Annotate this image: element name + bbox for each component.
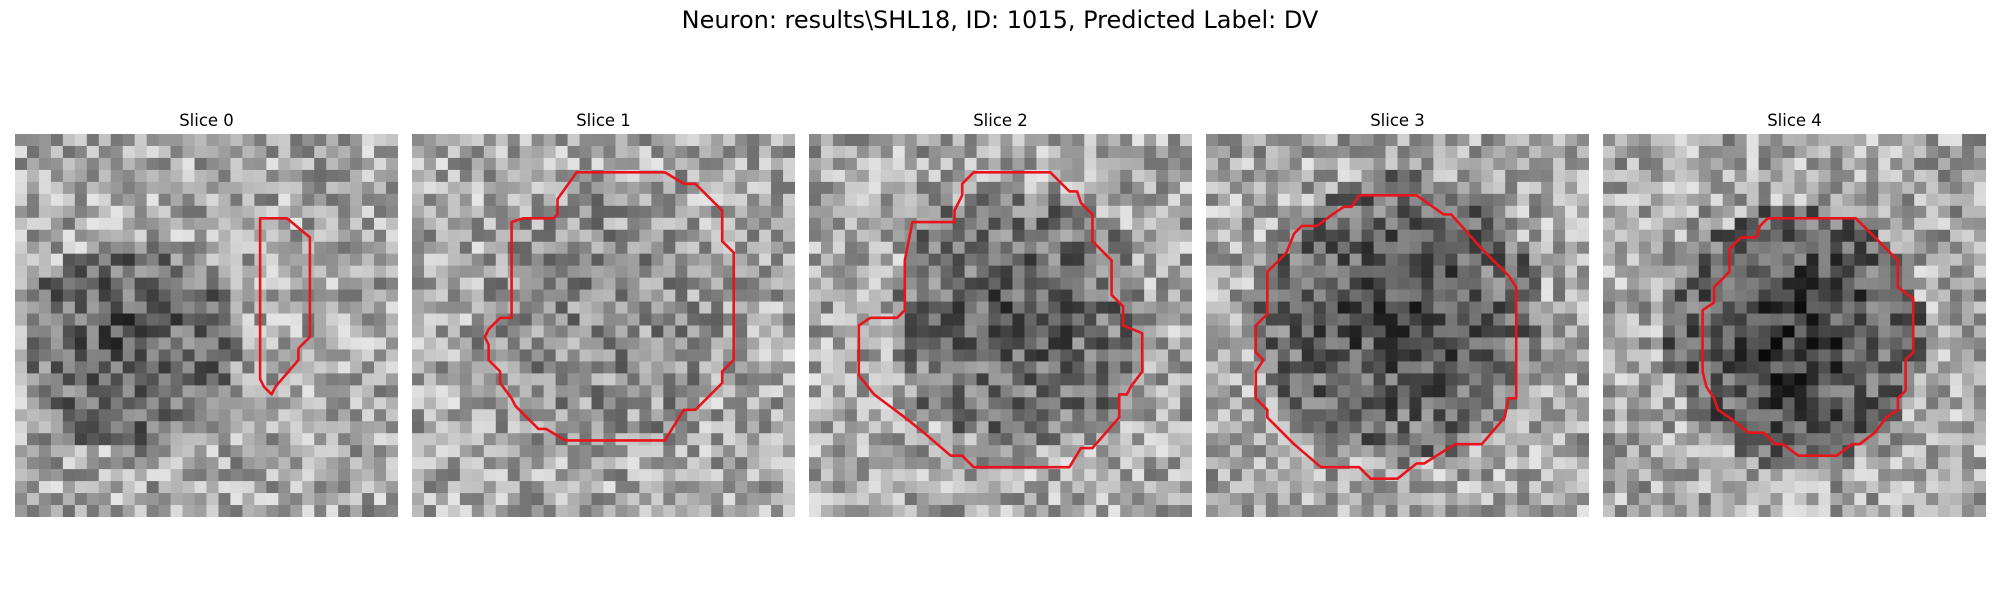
slice-title: Slice 3 [1370,111,1425,130]
pixel-grid [1603,134,1986,517]
slice-image [412,134,795,517]
roi-contour [1701,217,1915,458]
pixel-grid [15,134,398,517]
slice-title: Slice 0 [179,111,234,130]
slice-image [1603,134,1986,517]
slice-title: Slice 4 [1767,111,1822,130]
slice-image [1206,134,1589,517]
slice-image [15,134,398,517]
pixel-grid [1206,134,1589,517]
slice-title: Slice 1 [576,111,631,130]
slice-image [809,134,1192,517]
pixel-grid [809,134,1192,517]
figure-suptitle: Neuron: results\SHL18, ID: 1015, Predict… [681,6,1319,34]
roi-contour [483,170,736,442]
roi-contour [857,170,1144,469]
pixel-grid [412,134,795,517]
roi-contour [258,217,312,396]
roi-contour [1254,193,1518,481]
slice-title: Slice 2 [973,111,1028,130]
